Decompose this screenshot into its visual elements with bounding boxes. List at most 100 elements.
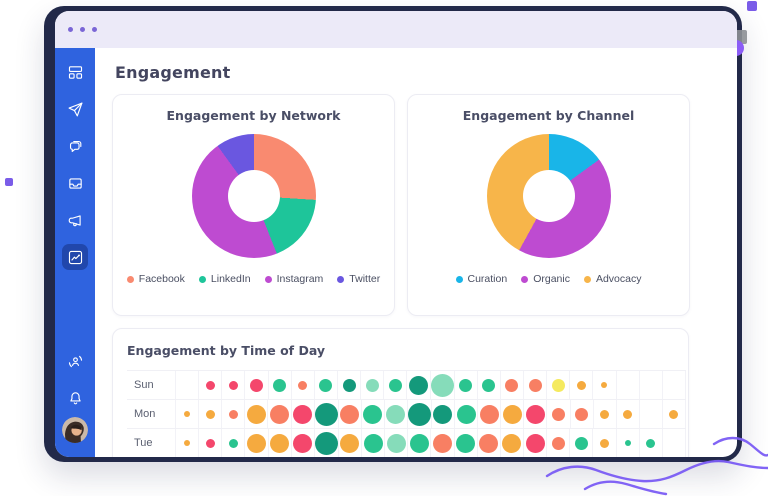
- bubble-green[interactable]: [456, 404, 476, 424]
- user-avatar[interactable]: [62, 417, 88, 443]
- bubble-salmon[interactable]: [528, 378, 542, 392]
- bubble-orange[interactable]: [246, 433, 266, 453]
- bubble-red[interactable]: [205, 380, 215, 390]
- bubble-green[interactable]: [363, 404, 383, 424]
- bubble-salmon[interactable]: [479, 433, 499, 453]
- bubble-green[interactable]: [459, 378, 473, 392]
- legend-item[interactable]: Facebook: [126, 273, 185, 285]
- sidebar-item-user-sync[interactable]: [62, 348, 88, 374]
- legend-item[interactable]: Twitter: [337, 273, 380, 285]
- donut-chart-channel[interactable]: [486, 134, 611, 258]
- bubble-pgreen[interactable]: [365, 378, 379, 392]
- matrix-cell: [175, 400, 198, 428]
- bubble-green[interactable]: [228, 438, 238, 448]
- bubble-green[interactable]: [456, 433, 476, 453]
- bubble-salmon[interactable]: [298, 380, 308, 390]
- bubble-salmon[interactable]: [432, 433, 452, 453]
- bubble-red[interactable]: [228, 380, 238, 390]
- matrix-cell: [313, 429, 338, 457]
- legend-network: Facebook LinkedIn Instagram Twitter: [113, 273, 394, 285]
- bubble-dgreen[interactable]: [407, 402, 431, 426]
- bubble-orange[interactable]: [205, 409, 215, 419]
- matrix-cell: [661, 400, 685, 428]
- sidebar-item-boards[interactable]: [62, 59, 88, 85]
- bubble-salmon[interactable]: [269, 404, 289, 424]
- bubble-red[interactable]: [293, 433, 313, 453]
- bubble-pgreen[interactable]: [386, 404, 406, 424]
- bubble-orange[interactable]: [270, 433, 290, 453]
- matrix-cell: [244, 400, 267, 428]
- legend-item[interactable]: Organic: [521, 273, 570, 285]
- bubble-salmon[interactable]: [228, 409, 238, 419]
- bubble-salmon[interactable]: [505, 378, 519, 392]
- matrix-cell: [499, 429, 523, 457]
- window-control-dot[interactable]: [92, 27, 97, 32]
- donut-chart-network[interactable]: [191, 134, 316, 258]
- bubble-green[interactable]: [409, 433, 429, 453]
- bubble-orange[interactable]: [502, 433, 522, 453]
- bubble-green[interactable]: [388, 378, 402, 392]
- sidebar-item-comments[interactable]: [62, 133, 88, 159]
- bubble-red[interactable]: [293, 404, 313, 424]
- bubble-pgreen[interactable]: [430, 373, 454, 397]
- bubble-dgreen[interactable]: [314, 431, 338, 455]
- bubble-red[interactable]: [249, 378, 263, 392]
- sidebar-item-inbox[interactable]: [62, 170, 88, 196]
- sidebar-item-analytics[interactable]: [62, 244, 88, 270]
- bubble-dgreen[interactable]: [433, 404, 453, 424]
- bubble-green[interactable]: [273, 378, 287, 392]
- bubble-orange[interactable]: [601, 382, 608, 388]
- bubble-orange[interactable]: [246, 404, 266, 424]
- bubble-orange[interactable]: [623, 409, 633, 419]
- legend-item[interactable]: Advocacy: [583, 273, 642, 285]
- window-control-dot[interactable]: [80, 27, 85, 32]
- card-title: Engagement by Network: [166, 108, 341, 123]
- matrix-cell: [523, 400, 546, 428]
- bubble-red[interactable]: [525, 404, 545, 424]
- matrix-cell: [592, 371, 615, 399]
- bubble-green[interactable]: [646, 438, 656, 448]
- bubble-green[interactable]: [574, 436, 588, 450]
- bubble-green[interactable]: [482, 378, 496, 392]
- bubble-dgreen[interactable]: [314, 402, 338, 426]
- window-control-dot[interactable]: [68, 27, 73, 32]
- bubble-salmon[interactable]: [551, 436, 565, 450]
- bubble-orange[interactable]: [600, 409, 610, 419]
- bubble-salmon[interactable]: [340, 404, 360, 424]
- bubble-salmon[interactable]: [575, 407, 589, 421]
- legend-item[interactable]: LinkedIn: [198, 273, 251, 285]
- sidebar-item-notifications[interactable]: [62, 385, 88, 411]
- card-engagement-by-channel: Engagement by Channel Curation Organic Adv…: [407, 94, 690, 316]
- legend-item[interactable]: Curation: [455, 273, 507, 285]
- bubble-yellow[interactable]: [551, 378, 565, 392]
- legend-label: LinkedIn: [210, 273, 251, 285]
- bubble-dgreen[interactable]: [408, 375, 428, 395]
- matrix-cell: [499, 371, 523, 399]
- bubble-dgreen[interactable]: [342, 378, 356, 392]
- sidebar-item-send[interactable]: [62, 96, 88, 122]
- inbox-icon: [68, 177, 82, 189]
- bubble-green[interactable]: [319, 378, 333, 392]
- legend-item[interactable]: Instagram: [264, 273, 323, 285]
- row-label: Mon: [134, 408, 156, 420]
- matrix-cell: [429, 371, 454, 399]
- bubble-salmon[interactable]: [479, 404, 499, 424]
- window-titlebar: [55, 11, 737, 48]
- bubble-pgreen[interactable]: [386, 433, 406, 453]
- bubble-orange[interactable]: [340, 433, 360, 453]
- bubble-orange[interactable]: [502, 404, 522, 424]
- bubble-orange[interactable]: [184, 440, 191, 446]
- bubble-salmon[interactable]: [551, 407, 565, 421]
- bubble-green[interactable]: [624, 440, 631, 446]
- sidebar-item-megaphone[interactable]: [62, 207, 88, 233]
- bubble-orange[interactable]: [669, 409, 679, 419]
- bubble-orange[interactable]: [599, 438, 609, 448]
- matrix-cell: [477, 400, 500, 428]
- matrix-cell: [430, 429, 453, 457]
- bubble-red[interactable]: [525, 433, 545, 453]
- bubble-orange[interactable]: [184, 411, 191, 417]
- bubble-orange[interactable]: [576, 380, 586, 390]
- bubble-green[interactable]: [363, 433, 383, 453]
- bubble-red[interactable]: [205, 438, 215, 448]
- legend-label: Advocacy: [595, 273, 642, 285]
